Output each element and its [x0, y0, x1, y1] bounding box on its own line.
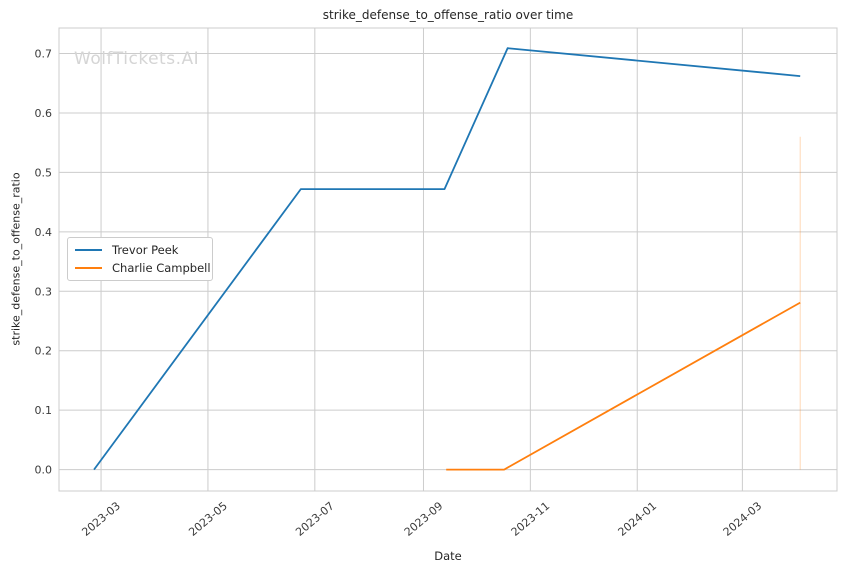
legend-label: Trevor Peek [112, 243, 179, 257]
x-tick-label: 2023-05 [186, 499, 230, 539]
legend-item-trevor-peek: Trevor Peek [75, 243, 204, 257]
x-tick-label: 2023-11 [509, 499, 553, 539]
y-tick-label: 0.4 [35, 226, 53, 239]
legend-item-charlie-campbell: Charlie Campbell [75, 261, 211, 275]
y-tick-label: 0.2 [35, 345, 53, 358]
x-axis-label: Date [434, 549, 462, 563]
y-tick-label: 0.5 [35, 166, 53, 179]
y-tick-label: 0.7 [35, 48, 53, 61]
x-tick-label: 2023-07 [293, 499, 337, 539]
x-tick-label: 2023-09 [402, 499, 446, 539]
y-tick-label: 0.0 [35, 464, 53, 477]
legend-label: Charlie Campbell [112, 261, 211, 275]
chart-title: strike_defense_to_offense_ratio over tim… [322, 8, 574, 22]
legend: Trevor Peek Charlie Campbell [67, 237, 213, 281]
plot-spines [58, 27, 838, 492]
series-line-trevor-peek [93, 47, 801, 471]
y-tick-label: 0.6 [35, 107, 53, 120]
x-tick-label: 2023-03 [79, 499, 123, 539]
watermark: WolfTickets.AI [74, 49, 200, 69]
legend-line-swatch-orange [75, 267, 102, 269]
y-tick-label: 0.3 [35, 285, 53, 298]
y-axis-label: strike_defense_to_offense_ratio [9, 172, 23, 346]
series-line-charlie-campbell [446, 301, 801, 471]
legend-line-swatch-blue [75, 249, 102, 251]
y-tick-label: 0.1 [35, 404, 53, 417]
x-tick-label: 2024-01 [616, 499, 660, 539]
x-tick-label: 2024-03 [721, 499, 765, 539]
